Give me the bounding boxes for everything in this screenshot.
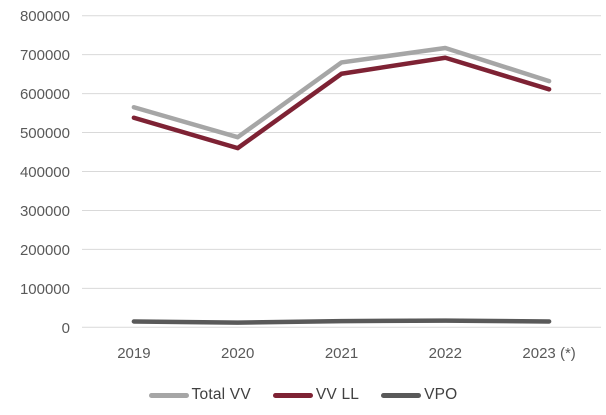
legend-label-vpo: VPO [424, 386, 458, 403]
legend-label-total-vv: Total VV [191, 386, 251, 403]
chart-legend: Total VV VV LL VPO [0, 386, 606, 404]
x-tick-label: 2019 [117, 345, 150, 362]
legend-item-vv-ll[interactable]: VV LL [272, 386, 360, 404]
legend-swatch-vpo-icon [381, 392, 422, 398]
line-series-total-vv [131, 45, 552, 140]
x-tick-label: 2022 [429, 345, 462, 362]
line-series-vv-ll [131, 55, 552, 151]
y-tick-label: 700000 [20, 47, 70, 64]
y-tick-label: 100000 [20, 281, 70, 298]
legend-label-vv-ll: VV LL [315, 386, 360, 403]
legend-swatch-total-vv-icon [148, 392, 189, 398]
x-tick-label: 2021 [325, 345, 358, 362]
legend-swatch-vv-ll-icon [272, 392, 313, 398]
y-tick-label: 400000 [20, 164, 70, 181]
legend-item-total-vv[interactable]: Total VV [148, 386, 251, 404]
y-tick-label: 600000 [20, 86, 70, 103]
y-tick-label: 200000 [20, 242, 70, 259]
x-tick-label: 2023 (*) [522, 345, 575, 362]
y-tick-label: 500000 [20, 125, 70, 142]
x-tick-label: 2020 [221, 345, 254, 362]
y-tick-label: 0 [62, 320, 70, 337]
line-series-vpo [131, 318, 552, 325]
legend-item-vpo[interactable]: VPO [381, 386, 457, 404]
y-tick-label: 800000 [20, 8, 70, 25]
y-tick-label: 300000 [20, 203, 70, 220]
